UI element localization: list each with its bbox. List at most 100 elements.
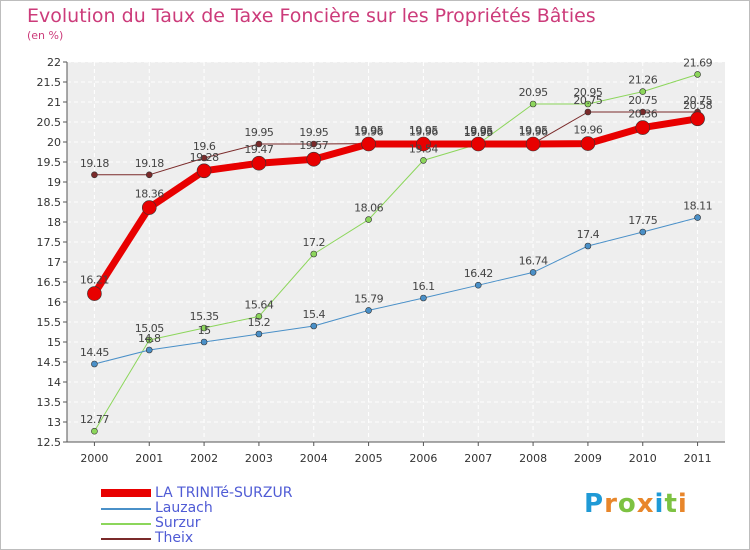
data-point-lauzach xyxy=(200,338,208,346)
legend-swatch xyxy=(101,508,151,510)
data-label-theix: 19.96 xyxy=(409,126,438,139)
data-label-lauzach: 15.79 xyxy=(354,292,383,305)
logo-letter: t xyxy=(664,489,678,519)
data-label-theix: 19.96 xyxy=(354,126,383,139)
series-line-lauzach xyxy=(94,217,698,365)
logo-letter: o xyxy=(617,489,637,519)
x-tick-label: 2010 xyxy=(629,452,657,465)
data-label-theix: 19.96 xyxy=(464,126,493,139)
data-label-surzur: 19.54 xyxy=(409,142,438,155)
legend-label: Surzur xyxy=(155,515,201,531)
data-label-lauzach: 15.2 xyxy=(248,316,271,329)
data-label-surzur: 19.95 xyxy=(464,126,493,139)
data-point-lauzach xyxy=(584,242,592,250)
data-label-lauzach: 14.45 xyxy=(80,346,109,359)
y-tick-label: 14 xyxy=(47,376,61,389)
data-point-la-trinit-surzur xyxy=(196,163,212,179)
data-point-lauzach xyxy=(145,346,153,354)
data-label-la-trinit-surzur: 19.95 xyxy=(354,124,383,137)
data-label-lauzach: 16.1 xyxy=(412,280,435,293)
data-label-la-trinit-surzur: 19.28 xyxy=(190,151,219,164)
series-line-la-trinit-surzur xyxy=(91,115,699,296)
logo-letter: i xyxy=(677,489,688,519)
x-tick-label: 2001 xyxy=(135,452,163,465)
data-point-la-trinit-surzur xyxy=(690,111,705,127)
data-point-la-trinit-surzur xyxy=(87,286,102,301)
data-label-theix: 20.75 xyxy=(683,94,712,107)
y-tick-label: 17 xyxy=(47,256,61,269)
y-tick-label: 17.5 xyxy=(37,236,62,249)
x-tick-label: 2006 xyxy=(409,452,437,465)
data-label-theix: 20.75 xyxy=(573,94,602,107)
y-tick-label: 12.5 xyxy=(37,436,62,449)
unit-label: (en %) xyxy=(27,29,64,42)
data-point-la-trinit-surzur xyxy=(416,136,431,152)
data-point-lauzach xyxy=(91,360,98,368)
data-label-theix: 19.96 xyxy=(519,126,548,139)
data-point-la-trinit-surzur xyxy=(635,120,651,135)
data-point-lauzach xyxy=(639,228,647,236)
y-tick-label: 19.5 xyxy=(37,156,62,169)
data-point-theix xyxy=(145,171,153,179)
x-tick-label: 2004 xyxy=(300,452,328,465)
legend-label: LA TRINITé-SURZUR xyxy=(155,485,293,501)
data-point-surzur xyxy=(365,216,372,223)
legend-swatch xyxy=(101,523,151,525)
y-tick-label: 15.5 xyxy=(37,316,62,329)
data-label-surzur: 15.64 xyxy=(244,298,273,311)
y-tick-label: 19 xyxy=(47,176,61,189)
data-label-lauzach: 17.75 xyxy=(628,214,657,227)
logo-letter: i xyxy=(654,489,665,519)
data-point-la-trinit-surzur xyxy=(251,155,267,171)
data-point-la-trinit-surzur xyxy=(580,136,596,151)
data-label-surzur: 18.06 xyxy=(354,202,383,215)
data-label-la-trinit-surzur: 20.58 xyxy=(683,99,712,112)
data-point-lauzach xyxy=(529,269,537,276)
data-label-la-trinit-surzur: 19.47 xyxy=(244,143,273,156)
data-point-la-trinit-surzur xyxy=(141,200,157,215)
data-point-surzur xyxy=(310,250,318,258)
y-tick-label: 16 xyxy=(47,296,61,309)
data-point-surzur xyxy=(255,313,263,320)
data-label-lauzach: 16.42 xyxy=(464,267,493,280)
data-label-theix: 19.6 xyxy=(193,140,216,153)
y-tick-label: 20 xyxy=(47,136,61,149)
x-tick-label: 2009 xyxy=(574,452,602,465)
data-point-theix xyxy=(91,171,98,179)
data-point-theix xyxy=(310,140,318,148)
data-label-theix: 19.95 xyxy=(244,126,273,139)
data-point-surzur xyxy=(584,100,592,108)
data-label-theix: 20.75 xyxy=(628,94,657,107)
legend-label: Theix xyxy=(155,530,194,546)
data-point-la-trinit-surzur xyxy=(525,136,541,152)
x-tick-label: 2002 xyxy=(190,452,218,465)
data-label-surzur: 20.95 xyxy=(519,86,548,99)
data-label-lauzach: 14.8 xyxy=(138,332,161,345)
y-tick-label: 13 xyxy=(47,416,61,429)
data-label-surzur: 17.2 xyxy=(303,236,326,249)
chart-title: Evolution du Taux de Taxe Foncière sur l… xyxy=(27,5,596,27)
x-tick-label: 2011 xyxy=(684,452,712,465)
y-tick-label: 20.5 xyxy=(37,116,62,129)
data-point-lauzach xyxy=(365,307,372,314)
data-point-la-trinit-surzur xyxy=(470,136,486,152)
x-tick-label: 2007 xyxy=(464,452,492,465)
data-label-surzur: 15.35 xyxy=(190,310,219,323)
y-tick-label: 15 xyxy=(47,336,61,349)
y-tick-label: 18.5 xyxy=(37,196,62,209)
series-line-surzur xyxy=(93,73,698,432)
data-label-la-trinit-surzur: 20.36 xyxy=(628,108,657,121)
y-tick-label: 14.5 xyxy=(37,356,62,369)
data-label-lauzach: 15 xyxy=(198,324,211,337)
y-tick-label: 18 xyxy=(47,216,61,229)
x-tick-label: 2000 xyxy=(80,452,108,465)
data-point-surzur xyxy=(529,100,537,108)
data-label-theix: 19.18 xyxy=(135,157,164,170)
data-label-la-trinit-surzur: 18.36 xyxy=(135,188,164,201)
data-point-surzur xyxy=(420,157,427,164)
y-tick-label: 21.5 xyxy=(37,76,62,89)
legend-swatch xyxy=(101,538,151,540)
data-point-theix xyxy=(639,108,647,116)
data-label-surzur: 21.69 xyxy=(683,56,712,69)
